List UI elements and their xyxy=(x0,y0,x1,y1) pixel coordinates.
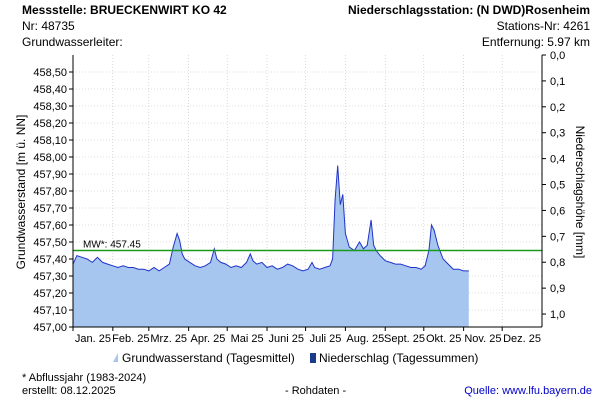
y-tick-label: 457,10 xyxy=(33,305,67,317)
y-tick-label: 458,20 xyxy=(33,118,67,130)
x-tick-label: Mai 25 xyxy=(231,333,264,345)
x-tick-label: Nov. 25 xyxy=(464,333,501,345)
x-tick-label: Aug. 25 xyxy=(346,333,384,345)
y2-tick-label: 0,3 xyxy=(550,128,565,140)
groundwater-area xyxy=(73,165,469,327)
y-axis-title: Grundwasserstand [m ü. NN] xyxy=(14,115,28,270)
x-tick-label: Feb. 25 xyxy=(112,333,149,345)
y2-axis-title: Niederschlagshöhe [mm] xyxy=(573,126,587,259)
y-tick-label: 457,20 xyxy=(33,288,67,300)
station-title: Messstelle: BRUECKENWIRT KO 42 xyxy=(22,3,227,17)
legend-gw-swatch xyxy=(113,353,118,362)
legend: Grundwasserstand (Tagesmittel) Niedersch… xyxy=(113,351,478,365)
tick-labels: 458,50 458,40 458,30 458,20 458,10 458,00 457,… xyxy=(33,50,565,345)
source-link[interactable]: www.lfu.bayern.de xyxy=(502,385,592,397)
y2-tick-label: 1,0 xyxy=(550,309,565,321)
y2-tick-label: 0,9 xyxy=(550,283,565,295)
mean-line-group: MW*: 457.45 xyxy=(73,240,542,252)
y-tick-label: 458,50 xyxy=(33,67,67,79)
y-tick-label: 457,00 xyxy=(33,322,67,334)
y-tick-label: 458,30 xyxy=(33,101,67,113)
y2-tick-label: 0,6 xyxy=(550,205,565,217)
mean-line-label: MW*: 457.45 xyxy=(83,240,141,251)
x-tick-label: Sept. 25 xyxy=(384,333,425,345)
legend-precip-label: Niederschlag (Tagessummen) xyxy=(319,351,478,365)
plot-area xyxy=(73,55,542,327)
y2-tick-label: 0,2 xyxy=(550,102,565,114)
groundwater-line xyxy=(72,165,469,272)
grid xyxy=(72,55,542,328)
source-prefix: Quelle: xyxy=(464,385,503,397)
x-tick-label: Juni 25 xyxy=(269,333,304,345)
created-date: erstellt: 08.12.2025 xyxy=(22,385,116,397)
x-tick-label: Dez. 25 xyxy=(503,333,541,345)
station-number: Nr: 48735 xyxy=(22,19,75,33)
y-tick-label: 458,10 xyxy=(33,135,67,147)
raw-data-note: - Rohdaten - xyxy=(285,385,347,397)
y2-tick-label: 0,4 xyxy=(550,154,565,166)
precip-station-number: Stations-Nr: 4261 xyxy=(496,19,590,33)
x-tick-label: Jan. 25 xyxy=(75,333,111,345)
footnote: * Abflussjahr (1983-2024) xyxy=(22,372,147,384)
x-tick-label: Okt. 25 xyxy=(426,333,461,345)
y-tick-label: 457,50 xyxy=(33,237,67,249)
y2-tick-label: 0,5 xyxy=(550,180,565,192)
y-tick-label: 457,80 xyxy=(33,186,67,198)
legend-gw-label: Grundwasserstand (Tagesmittel) xyxy=(122,351,295,365)
axes xyxy=(69,54,546,331)
y2-tick-label: 0,1 xyxy=(550,76,565,88)
y-tick-label: 457,30 xyxy=(33,271,67,283)
y-tick-label: 457,70 xyxy=(33,203,67,215)
source: Quelle: www.lfu.bayern.de xyxy=(464,385,592,397)
x-tick-label: Juli 25 xyxy=(310,333,342,345)
groundwater-series xyxy=(72,165,469,327)
y2-tick-label: 0,7 xyxy=(550,231,565,243)
y-tick-label: 457,40 xyxy=(33,254,67,266)
y-tick-label: 458,00 xyxy=(33,152,67,164)
y-tick-label: 457,90 xyxy=(33,169,67,181)
y-tick-label: 458,40 xyxy=(33,84,67,96)
precip-station-title: Niederschlagsstation: (N DWD)Rosenheim xyxy=(347,3,590,17)
legend-precip-swatch xyxy=(310,353,316,363)
y-tick-label: 457,60 xyxy=(33,220,67,232)
y2-tick-label: 0,8 xyxy=(550,257,565,269)
aquifer-label: Grundwasserleiter: xyxy=(22,35,123,49)
x-tick-label: Apr. 25 xyxy=(190,333,225,345)
y2-tick-label: 0,0 xyxy=(550,50,565,62)
distance-label: Entfernung: 5.97 km xyxy=(481,35,590,49)
x-tick-label: Mrz. 25 xyxy=(150,333,187,345)
